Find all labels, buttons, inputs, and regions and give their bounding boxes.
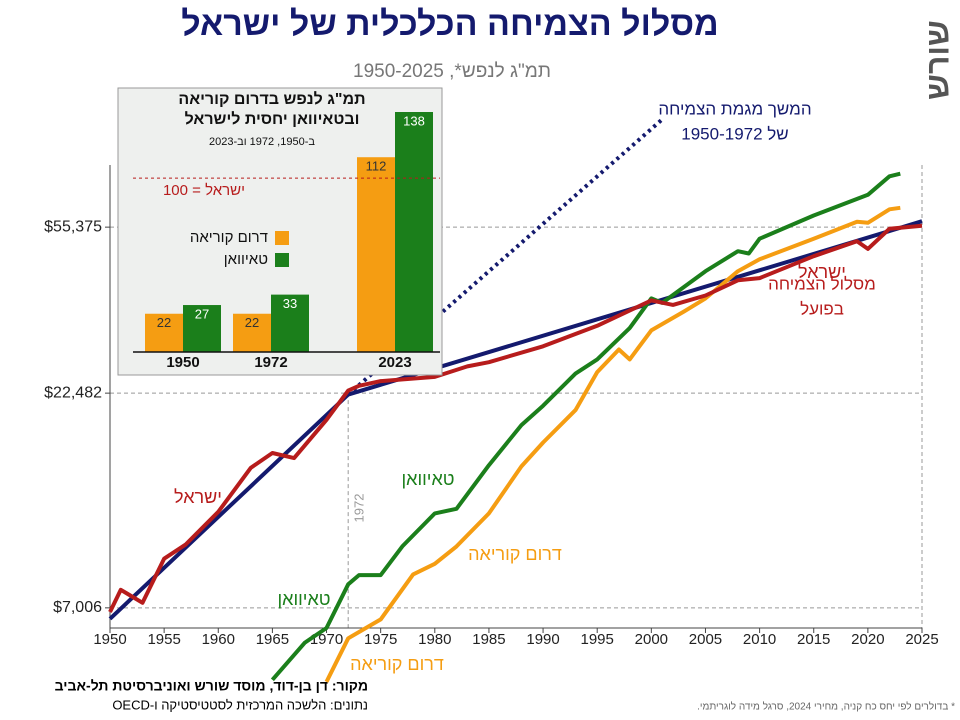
reference-label: ישראל = 100 [163,182,245,199]
series-line [324,205,901,683]
bar-value-label: 138 [403,113,425,128]
bar [183,305,221,352]
inset-title: ובטאיוואן יחסית לישראל [185,110,360,128]
x-tick-label: 1980 [418,631,451,648]
y-tick-label: $55,375 [44,218,102,235]
bar [271,294,309,352]
annotation: של 1950-1972 [681,124,788,143]
legend-label: דרום קוריאה [190,229,268,246]
legend-label: טאיוואן [224,251,268,268]
annotation: בפועל [800,299,844,318]
x-tick-label: 1955 [147,631,180,648]
bar [357,157,395,352]
x-tick-label: 1950 [166,354,199,371]
series-label: ישראל [798,262,846,282]
bar-value-label: 112 [366,159,387,174]
x-tick-label: 1975 [364,631,397,648]
series-line [108,223,923,613]
data-note: נתונים: הלשכה המרכזית לסטטיסטיקה ו-OECD [112,697,368,712]
inset-subtitle: ב-1950, 1972 וב-2023 [209,136,315,148]
annotation: המשך מגמת הצמיחה [658,99,811,118]
bar-value-label: 33 [283,296,297,311]
series-label: טאיוואן [277,589,330,609]
bar-value-label: 22 [157,315,171,330]
bar-value-label: 27 [195,306,209,321]
x-tick-label: 2000 [635,631,668,648]
y-tick-label: $22,482 [44,384,102,401]
x-tick-label: 2015 [797,631,830,648]
legend-swatch [275,253,289,267]
y-tick-label: $7,006 [53,599,102,616]
bar [233,313,271,352]
logo: שורש [919,20,955,100]
bar [395,112,433,352]
series-label: דרום קוריאה [468,544,562,564]
series-label: דרום קוריאה [350,654,444,674]
footnote: * בדולרים לפי יחס כח קניה, מחירי 2024, ס… [697,701,955,713]
series-line [270,171,901,682]
x-tick-label: 2025 [905,631,938,648]
x-tick-label: 1972 [254,354,287,371]
legend-swatch [275,231,289,245]
chart-title: מסלול הצמיחה הכלכלית של ישראל [181,5,719,43]
x-tick-label: 1960 [202,631,235,648]
bar [145,313,183,352]
inset-title: תמ"ג לנפש בדרום קוריאה [178,90,365,108]
x-tick-label: 2020 [851,631,884,648]
x-tick-label: 2010 [743,631,776,648]
inset: תמ"ג לנפש בדרום קוריאה ובטאיוואן יחסית לי… [117,87,443,376]
x-tick-label: 1985 [472,631,505,648]
reference-label: 1972 [352,494,367,523]
x-tick-label: 2023 [378,354,411,371]
series-label: טאיוואן [401,469,454,489]
x-tick-label: 1950 [93,631,126,648]
series-label: ישראל [174,487,222,507]
x-tick-label: 1995 [581,631,614,648]
x-tick-label: 1965 [256,631,289,648]
x-tick-label: 2005 [689,631,722,648]
annotation: מסלול הצמיחה [768,274,876,293]
bar-value-label: 22 [245,315,259,330]
chart-subtitle: תמ"ג לנפש*, 1950-2025 [353,61,551,82]
x-tick-label: 1990 [526,631,559,648]
source: מקור: דן בן-דוד, מוסד שורש ואוניברסיטת ת… [55,678,368,694]
